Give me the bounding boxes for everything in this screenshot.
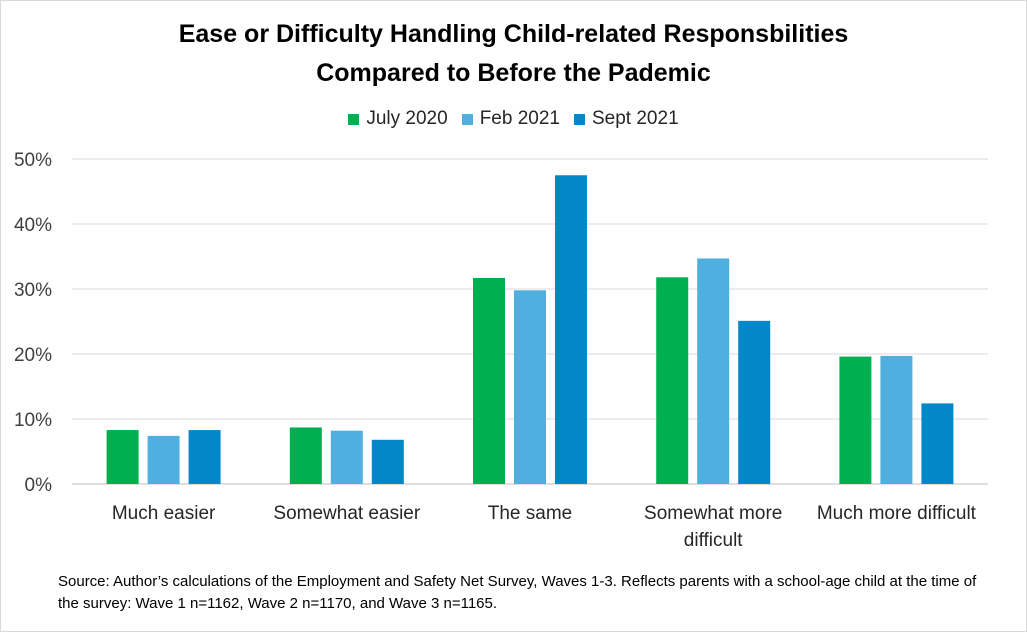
y-tick-label: 10%	[14, 410, 52, 431]
x-category-label: Somewhat easier	[273, 503, 420, 524]
bar	[371, 439, 404, 484]
bar	[147, 435, 180, 484]
y-tick-label: 50%	[14, 150, 52, 171]
bar	[514, 290, 546, 484]
legend-label-sept-2021: Sept 2021	[592, 108, 679, 129]
legend-swatch-sept-2021	[574, 113, 585, 125]
legend-item-july-2020: July 2020	[348, 108, 448, 130]
y-tick-label: 40%	[14, 215, 52, 236]
x-category-label: Much easier	[112, 503, 216, 524]
legend-label-feb-2021: Feb 2021	[479, 108, 560, 129]
bar	[473, 277, 505, 484]
y-tick-label: 0%	[25, 475, 53, 496]
x-category-label: Much more difficult	[817, 503, 977, 524]
y-tick-label: 30%	[14, 280, 52, 301]
source-note: Source: Author’s calculations of the Emp…	[58, 573, 977, 612]
y-tick-label: 20%	[14, 345, 52, 366]
bar	[289, 427, 322, 484]
bar	[106, 430, 139, 484]
x-category-label: Somewhat more	[644, 503, 782, 524]
legend-swatch-july-2020	[348, 113, 360, 125]
bar	[738, 320, 771, 484]
bar	[839, 356, 872, 484]
bar	[921, 403, 954, 484]
chart-legend: July 2020 Feb 2021 Sept 2021	[0, 108, 1027, 130]
bar	[697, 258, 730, 484]
bar	[880, 355, 913, 484]
chart-title-line-1: Ease or Difficulty Handling Child-relate…	[178, 20, 849, 48]
bar	[555, 175, 587, 484]
bar	[656, 277, 689, 484]
chart-title-line-2: Compared to Before the Pademic	[316, 59, 711, 87]
x-category-label: The same	[488, 503, 572, 524]
x-category-label: difficult	[684, 530, 744, 551]
legend-label-july-2020: July 2020	[366, 108, 448, 129]
legend-item-sept-2021: Sept 2021	[574, 108, 679, 130]
legend-swatch-feb-2021	[461, 113, 473, 125]
bar	[188, 430, 221, 484]
bar	[330, 430, 363, 484]
legend-item-feb-2021: Feb 2021	[461, 108, 560, 130]
